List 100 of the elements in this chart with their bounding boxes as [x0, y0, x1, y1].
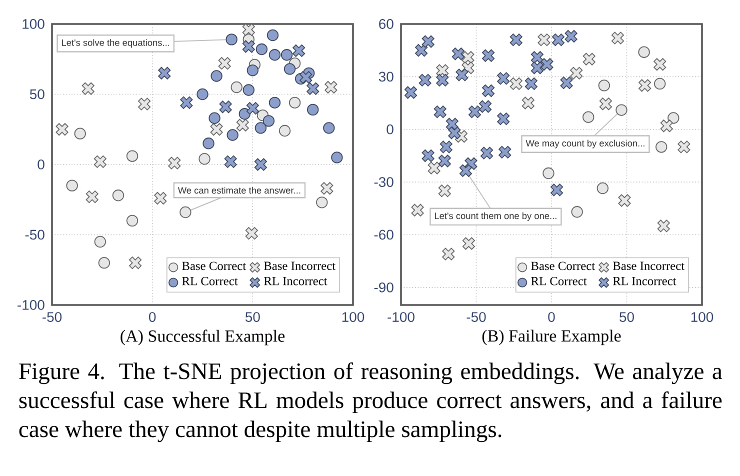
- point: [552, 34, 565, 46]
- legend-label: RL Correct: [531, 276, 587, 286]
- point: [418, 74, 432, 86]
- point: [126, 214, 138, 227]
- point: [452, 48, 464, 60]
- point: [138, 98, 151, 110]
- point: [656, 141, 668, 153]
- point: [242, 40, 255, 53]
- point: [210, 70, 222, 82]
- point: [478, 100, 492, 113]
- point: [654, 78, 666, 90]
- point: [456, 68, 468, 82]
- annotation: We may count by exclusion...: [526, 140, 644, 148]
- point: [284, 63, 296, 75]
- point: [278, 124, 291, 137]
- point: [550, 184, 564, 196]
- point: [542, 167, 554, 180]
- point: [468, 106, 482, 118]
- point: [292, 44, 306, 57]
- point: [202, 138, 214, 150]
- y-tick-label: 100: [22, 19, 44, 29]
- point: [254, 158, 267, 171]
- point: [462, 237, 476, 250]
- point: [678, 140, 690, 154]
- point: [582, 111, 594, 123]
- point: [538, 34, 550, 46]
- point: [168, 156, 181, 170]
- y-tick-label: -100: [18, 300, 44, 310]
- point: [245, 227, 258, 240]
- point: [428, 162, 440, 174]
- x-tick-label: 0: [548, 312, 555, 322]
- point: [510, 34, 522, 46]
- point: [422, 35, 434, 48]
- point: [560, 76, 573, 90]
- point: [482, 84, 495, 98]
- point: [540, 58, 554, 71]
- legend-label: Base Incorrect: [612, 262, 684, 270]
- point: [564, 30, 578, 43]
- point: [86, 190, 98, 204]
- point: [300, 71, 312, 84]
- point: [256, 43, 268, 56]
- y-tick-label: 60: [379, 19, 394, 29]
- y-tick-label: 50: [30, 89, 44, 100]
- point: [74, 128, 86, 140]
- legend-label: RL Incorrect: [612, 276, 676, 286]
- y-tick-label: -30: [374, 177, 394, 187]
- point: [219, 100, 232, 114]
- point: [668, 112, 680, 124]
- point: [320, 182, 334, 195]
- point: [266, 29, 279, 42]
- point: [218, 57, 231, 70]
- point: [599, 98, 612, 110]
- point: [442, 248, 455, 260]
- point: [66, 180, 78, 192]
- point: [660, 120, 673, 132]
- y-tick-label: -60: [374, 230, 394, 240]
- point: [98, 256, 110, 269]
- point: [331, 152, 343, 164]
- point: [94, 236, 106, 248]
- x-tick-label: 50: [245, 312, 260, 322]
- point: [198, 153, 210, 165]
- x-tick-label: 100: [342, 312, 364, 322]
- annotation: Let's solve the equations...: [62, 39, 170, 48]
- point: [246, 64, 259, 76]
- legend-label: RL Incorrect: [264, 276, 328, 286]
- point: [288, 96, 301, 109]
- point: [154, 192, 167, 205]
- point: [438, 184, 451, 198]
- point: [524, 77, 538, 90]
- point: [530, 51, 544, 64]
- point: [459, 164, 472, 177]
- point: [422, 149, 434, 162]
- point: [210, 123, 223, 136]
- legend-label: Base Incorrect: [264, 262, 336, 270]
- point: [82, 82, 94, 95]
- legend-label: Base Correct: [531, 262, 596, 270]
- point: [530, 62, 544, 74]
- point: [128, 256, 142, 270]
- point: [638, 46, 650, 58]
- point: [411, 204, 424, 216]
- point: [654, 58, 666, 71]
- point: [230, 81, 242, 94]
- point: [616, 104, 628, 116]
- point: [112, 190, 124, 202]
- caption: Figure 4. The t-SNE projection of reasoning embeddings. We analyze a successful case where RL models produce correct answers, and a failure case where they cannot despite multiple samplings.: [19, 362, 722, 442]
- point: [522, 96, 534, 110]
- point: [462, 51, 474, 64]
- legend-label: Base Correct: [182, 262, 246, 270]
- point: [497, 112, 510, 126]
- point: [242, 23, 255, 36]
- point: [598, 80, 610, 92]
- point: [434, 106, 446, 118]
- point: [498, 146, 512, 158]
- point: [196, 88, 208, 100]
- point: [180, 206, 192, 218]
- annotation: We can estimate the answer...: [178, 186, 300, 194]
- point: [268, 96, 281, 109]
- point: [618, 194, 631, 207]
- x-tick-label: -50: [466, 312, 486, 322]
- point: [324, 80, 338, 94]
